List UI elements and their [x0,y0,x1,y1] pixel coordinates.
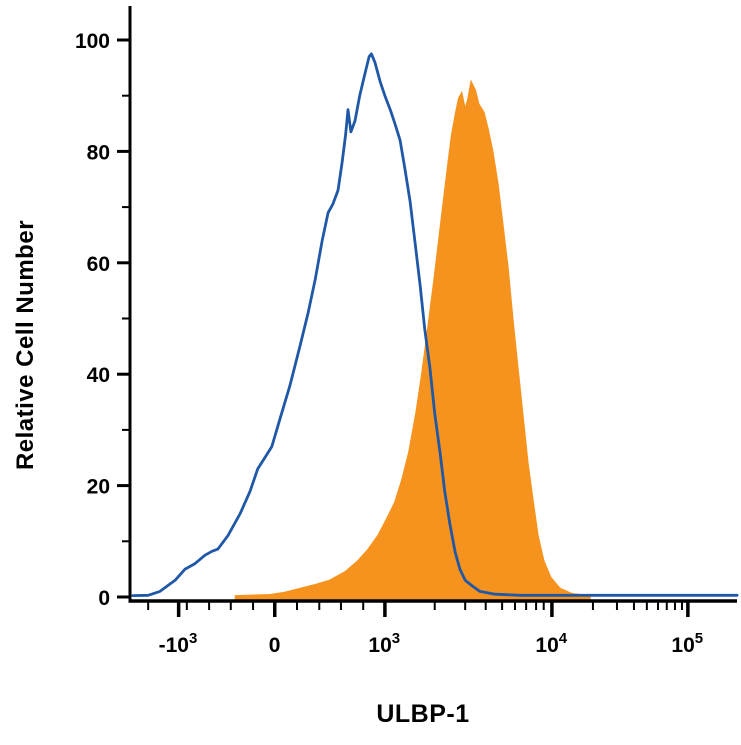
x-tick-label: 104 [535,630,567,657]
y-tick-label: 80 [87,141,110,164]
x-tick-label: 105 [671,630,703,657]
y-tick-label: 100 [75,30,110,53]
y-tick-label: 0 [98,587,110,610]
open-histogram-curve [131,52,739,597]
x-tick-label: 0 [269,634,281,657]
y-tick-label: 20 [87,476,110,499]
x-axis-title: ULBP-1 [376,700,470,728]
x-tick-label: -103 [159,630,198,657]
x-tick-label: 103 [368,630,400,657]
filled-histogram-curve [234,79,591,600]
y-axis-title: Relative Cell Number [12,219,39,471]
y-tick-label: 40 [87,364,110,387]
y-tick-label: 60 [87,253,110,276]
